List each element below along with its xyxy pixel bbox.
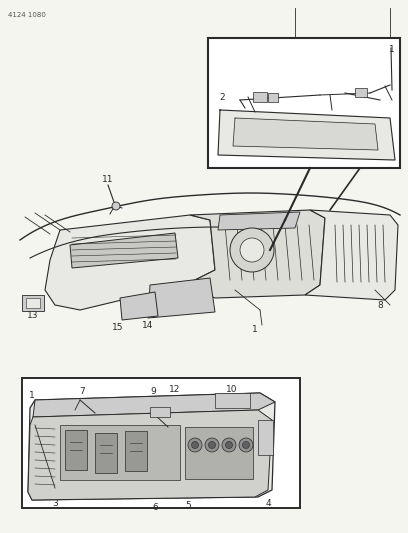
Text: 11: 11 — [102, 175, 114, 184]
Text: 1: 1 — [252, 326, 258, 335]
Circle shape — [226, 441, 233, 448]
Circle shape — [222, 438, 236, 452]
Polygon shape — [28, 410, 272, 500]
Polygon shape — [305, 210, 398, 300]
Polygon shape — [218, 110, 395, 160]
Text: 14: 14 — [142, 320, 154, 329]
Bar — [355, 88, 367, 97]
Circle shape — [205, 438, 219, 452]
Polygon shape — [218, 212, 300, 230]
Bar — [60, 425, 180, 480]
Text: 1: 1 — [389, 44, 395, 53]
Bar — [253, 92, 267, 102]
Bar — [258, 420, 273, 455]
Text: 4: 4 — [265, 498, 271, 507]
Text: 15: 15 — [112, 324, 124, 333]
Circle shape — [240, 238, 264, 262]
Bar — [268, 93, 278, 102]
Circle shape — [191, 441, 199, 448]
Polygon shape — [70, 233, 178, 268]
Bar — [65, 430, 87, 470]
Text: 13: 13 — [27, 311, 39, 320]
Polygon shape — [233, 118, 378, 150]
Text: 4124 1080: 4124 1080 — [8, 12, 46, 18]
Polygon shape — [33, 393, 275, 417]
Circle shape — [242, 441, 250, 448]
Circle shape — [208, 441, 215, 448]
Bar — [208, 38, 400, 168]
Text: 1: 1 — [29, 391, 35, 400]
Bar — [185, 427, 253, 479]
Polygon shape — [28, 393, 275, 500]
Bar — [95, 433, 117, 473]
Bar — [150, 407, 170, 417]
Polygon shape — [120, 292, 158, 320]
Polygon shape — [148, 278, 215, 318]
Text: 10: 10 — [226, 385, 238, 394]
Bar — [22, 295, 44, 311]
Bar — [26, 298, 40, 308]
Bar — [22, 378, 300, 508]
Circle shape — [239, 438, 253, 452]
Text: 5: 5 — [185, 500, 191, 510]
Text: 3: 3 — [52, 498, 58, 507]
Text: 2: 2 — [219, 93, 225, 101]
Text: 9: 9 — [150, 386, 156, 395]
Text: 7: 7 — [79, 386, 85, 395]
Text: 8: 8 — [377, 301, 383, 310]
Polygon shape — [45, 215, 215, 310]
Bar — [215, 393, 250, 408]
Polygon shape — [185, 210, 325, 298]
Circle shape — [230, 228, 274, 272]
Circle shape — [188, 438, 202, 452]
Bar — [125, 431, 147, 471]
Text: 12: 12 — [169, 385, 181, 394]
Text: 6: 6 — [152, 503, 158, 512]
Circle shape — [112, 202, 120, 210]
